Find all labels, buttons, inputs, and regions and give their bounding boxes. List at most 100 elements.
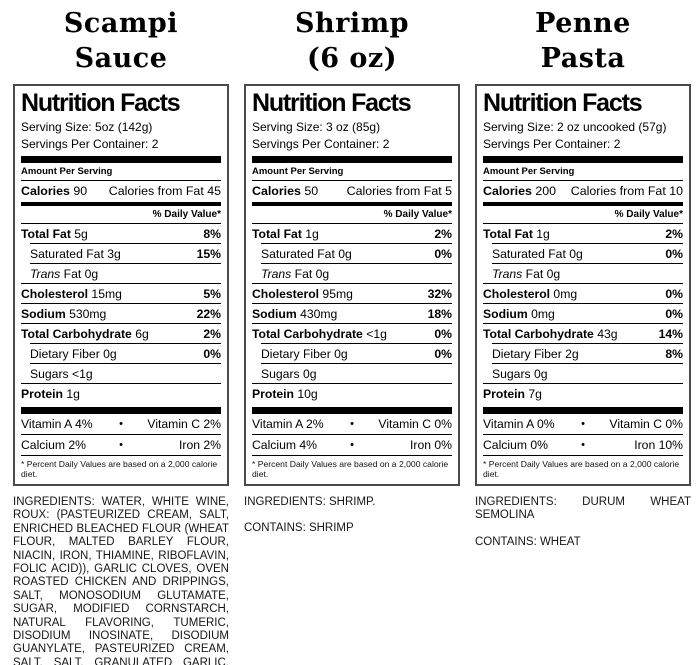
nutrient-name-amount: Total Fat 5g xyxy=(21,226,88,241)
nutrient-row: Trans Fat 0g xyxy=(261,263,452,283)
divider-bar-thick xyxy=(252,407,452,414)
nutrient-row: Total Fat 1g 2% xyxy=(252,223,452,243)
nutrient-row: Sodium 430mg 18% xyxy=(252,303,452,323)
nutrient-daily-value: 2% xyxy=(434,226,452,241)
nutrition-facts-title: Nutrition Facts xyxy=(252,89,412,117)
nutrient-name-amount: Protein 10g xyxy=(252,386,318,401)
nutrient-row: Sugars 0g xyxy=(492,363,683,383)
divider-bar-medium xyxy=(483,202,683,206)
bullet-separator: • xyxy=(581,418,585,430)
nutrient-name-amount: Sodium 0mg xyxy=(483,306,555,321)
nutrition-facts-title: Nutrition Facts xyxy=(21,89,181,117)
nutrient-name-amount: Sugars <1g xyxy=(30,366,93,381)
daily-values-footnote: * Percent Daily Values are based on a 2,… xyxy=(483,455,683,479)
servings-per-container: Servings Per Container: 2 xyxy=(483,136,621,151)
vitamin-row: Calcium 4% • Iron 0% xyxy=(252,434,452,455)
nutrition-facts-title: Nutrition Facts xyxy=(483,89,643,117)
nutrient-row: Cholesterol 95mg 32% xyxy=(252,283,452,303)
vitamin-right: Vitamin C 0% xyxy=(378,417,453,431)
nutrient-row: Sugars 0g xyxy=(261,363,452,383)
calories-value: Calories 90 xyxy=(21,184,88,198)
nutrient-name-amount: Total Carbohydrate 43g xyxy=(483,326,618,341)
contains-text: CONTAINS: WHEAT xyxy=(475,535,581,548)
daily-value-header: % Daily Value* xyxy=(383,209,452,220)
calories-row: Calories 200 Calories from Fat 10 xyxy=(483,180,683,201)
calories-from-fat: Calories from Fat 10 xyxy=(570,184,683,198)
nutrient-row: Sodium 530mg 22% xyxy=(21,303,221,323)
nutrient-daily-value: 5% xyxy=(203,286,221,301)
nutrient-name-amount: Dietary Fiber 0g xyxy=(30,346,117,361)
nutrient-name-amount: Protein 7g xyxy=(483,386,542,401)
nutrient-name-amount: Cholesterol 95mg xyxy=(252,286,353,301)
nutrient-row: Saturated Fat 3g 15% xyxy=(30,243,221,263)
product-title-line1: Penne xyxy=(535,8,631,39)
ingredients-text: INGREDIENTS: WATER, WHITE WINE, ROUX: (P… xyxy=(13,496,229,665)
ingredients-text: INGREDIENTS: DURUM WHEAT SEMOLINA xyxy=(475,496,691,522)
nutrient-row: Saturated Fat 0g 0% xyxy=(492,243,683,263)
product-column-penne-pasta: Penne Pasta Nutrition Facts Serving Size… xyxy=(475,4,691,665)
nutrient-row: Cholesterol 15mg 5% xyxy=(21,283,221,303)
vitamin-right: Vitamin C 0% xyxy=(609,417,684,431)
nutrient-row: Total Carbohydrate <1g 0% xyxy=(252,323,452,343)
vitamin-left: Calcium 4% xyxy=(252,438,318,452)
nutrient-name-amount: Total Fat 1g xyxy=(483,226,550,241)
nutrient-daily-value: 0% xyxy=(665,286,683,301)
nutrient-daily-value: 18% xyxy=(427,306,452,321)
nutrient-name-amount: Sugars 0g xyxy=(261,366,317,381)
calories-value: Calories 200 xyxy=(483,184,557,198)
nutrient-row: Total Fat 5g 8% xyxy=(21,223,221,243)
product-title-line1: Shrimp xyxy=(294,8,410,39)
vitamin-left: Calcium 0% xyxy=(483,438,549,452)
nutrient-row: Sugars <1g xyxy=(30,363,221,383)
contains-text: CONTAINS: SHRIMP xyxy=(244,522,354,535)
vitamin-right: Iron 10% xyxy=(634,438,684,452)
vitamin-row: Vitamin A 4% • Vitamin C 2% xyxy=(21,414,221,434)
nutrient-name-amount: Dietary Fiber 2g xyxy=(492,346,579,361)
nutrient-name-amount: Protein 1g xyxy=(21,386,80,401)
nutrient-name-amount: Total Fat 1g xyxy=(252,226,319,241)
nutrient-daily-value: 32% xyxy=(427,286,452,301)
divider-bar-thick xyxy=(252,156,452,163)
nutrient-name-amount: Trans Fat 0g xyxy=(492,266,561,281)
amount-per-serving-label: Amount Per Serving xyxy=(252,166,344,177)
nutrient-name-amount: Cholesterol 15mg xyxy=(21,286,122,301)
nutrient-daily-value: 8% xyxy=(203,226,221,241)
nutrient-name-amount: Cholesterol 0mg xyxy=(483,286,578,301)
daily-value-header: % Daily Value* xyxy=(152,209,221,220)
nutrient-daily-value: 22% xyxy=(196,306,221,321)
calories-row: Calories 90 Calories from Fat 45 xyxy=(21,180,221,201)
vitamin-left: Calcium 2% xyxy=(21,438,87,452)
vitamin-right: Iron 2% xyxy=(179,438,222,452)
nutrient-daily-value: 8% xyxy=(665,346,683,361)
nutrient-daily-value: 0% xyxy=(203,346,221,361)
nutrition-facts-label: Nutrition Facts Serving Size: 2 oz uncoo… xyxy=(475,84,691,486)
product-title-line2: (6 oz) xyxy=(306,43,398,74)
divider-bar-thick xyxy=(21,156,221,163)
vitamin-row: Vitamin A 2% • Vitamin C 0% xyxy=(252,414,452,434)
nutrient-daily-value: 0% xyxy=(665,306,683,321)
nutrient-row: Sodium 0mg 0% xyxy=(483,303,683,323)
nutrient-row: Dietary Fiber 0g 0% xyxy=(30,343,221,363)
calories-from-fat: Calories from Fat 45 xyxy=(108,184,221,198)
daily-values-footnote: * Percent Daily Values are based on a 2,… xyxy=(252,455,452,479)
serving-size: Serving Size: 3 oz (85g) xyxy=(252,120,381,134)
nutrient-daily-value: 15% xyxy=(196,246,221,261)
calories-value: Calories 50 xyxy=(252,184,319,198)
nutrient-rows: Total Fat 1g 2% Saturated Fat 0g 0% Trans Fa… xyxy=(483,223,683,403)
vitamin-left: Vitamin A 0% xyxy=(483,417,555,431)
product-title-line2: Pasta xyxy=(540,43,626,74)
serving-size: Serving Size: 2 oz uncooked (57g) xyxy=(483,120,667,134)
divider-bar-medium xyxy=(21,202,221,206)
daily-values-footnote: * Percent Daily Values are based on a 2,… xyxy=(21,455,221,479)
nutrient-row: Saturated Fat 0g 0% xyxy=(261,243,452,263)
bullet-separator: • xyxy=(350,439,354,451)
nutrition-facts-label: Nutrition Facts Serving Size: 3 oz (85g)… xyxy=(244,84,460,486)
product-column-scampi-sauce: Scampi Sauce Nutrition Facts Serving Siz… xyxy=(13,4,229,665)
daily-value-header: % Daily Value* xyxy=(614,209,683,220)
amount-per-serving-label: Amount Per Serving xyxy=(483,166,575,177)
nutrient-name-amount: Dietary Fiber 0g xyxy=(261,346,348,361)
vitamin-row: Calcium 2% • Iron 2% xyxy=(21,434,221,455)
nutrient-name-amount: Trans Fat 0g xyxy=(261,266,330,281)
nutrient-name-amount: Sodium 430mg xyxy=(252,306,338,321)
